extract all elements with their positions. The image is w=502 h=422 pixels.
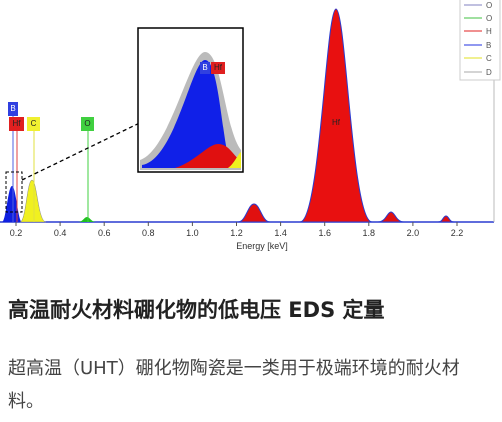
label-box: [9, 117, 24, 131]
x-tick-label: 2.2: [451, 228, 464, 238]
x-tick-label: 1.2: [230, 228, 243, 238]
legend: O O H B C D: [459, 0, 501, 81]
inset-label: Hf: [214, 63, 223, 72]
peak-hf-main: [299, 8, 373, 223]
peak-hf-m: [237, 203, 271, 223]
peak-label: B: [10, 104, 15, 113]
peak-o: [78, 217, 96, 222]
legend-entry: O: [486, 14, 492, 23]
label-box: [81, 117, 94, 131]
label-box: [211, 62, 225, 74]
label-box: [27, 117, 40, 131]
x-tick-label: 0.4: [54, 228, 67, 238]
peak-label: O: [84, 119, 90, 128]
legend-entry: O: [486, 1, 492, 10]
peak-hf-3: [437, 215, 455, 223]
peak-b: [2, 186, 22, 222]
peak-c: [19, 179, 47, 223]
article-body: 超高温（UHT）硼化物陶瓷是一类用于极端环境的耐火材料。: [8, 358, 460, 412]
label-box: [200, 62, 210, 74]
x-axis-label: Energy [keV]: [236, 241, 288, 251]
inset-label: B: [202, 63, 207, 72]
x-tick-label: 2.0: [407, 228, 420, 238]
label-box: [8, 102, 18, 116]
x-tick-label: 1.8: [363, 228, 376, 238]
inset: B Hf: [137, 27, 244, 173]
zoom-region: [5, 171, 23, 213]
spectrum-figure: B Hf C O Hf B Hf O O H B C D 0.2 0.4 0.6 0.…: [0, 0, 501, 251]
x-tick-label: 1.4: [274, 228, 287, 238]
x-tick-label: 0.8: [142, 228, 155, 238]
x-tick-label: 1.0: [186, 228, 199, 238]
legend-entry: C: [486, 54, 492, 63]
article-title: 高温耐火材料硼化物的低电压 EDS 定量: [8, 298, 385, 322]
x-tick-label: 0.6: [98, 228, 111, 238]
x-tick-label: 0.2: [10, 228, 23, 238]
zoom-arrow: [21, 115, 155, 181]
x-axis: 0.2 0.4 0.6 0.8 1.0 1.2 1.4 1.6 1.8 2.0 2.2: [10, 222, 464, 238]
legend-entry: H: [486, 27, 492, 36]
inset-c: [228, 152, 241, 168]
inset-hf: [175, 144, 241, 168]
peak-label: C: [31, 119, 37, 128]
peak-label: Hf: [13, 119, 22, 128]
legend-entry: B: [486, 41, 491, 50]
peak-label: Hf: [332, 118, 341, 127]
legend-frame: [459, 0, 501, 81]
peak-hf-2: [377, 211, 405, 223]
inset-b: [142, 60, 232, 168]
x-tick-label: 1.6: [318, 228, 331, 238]
legend-entry: D: [486, 68, 492, 77]
